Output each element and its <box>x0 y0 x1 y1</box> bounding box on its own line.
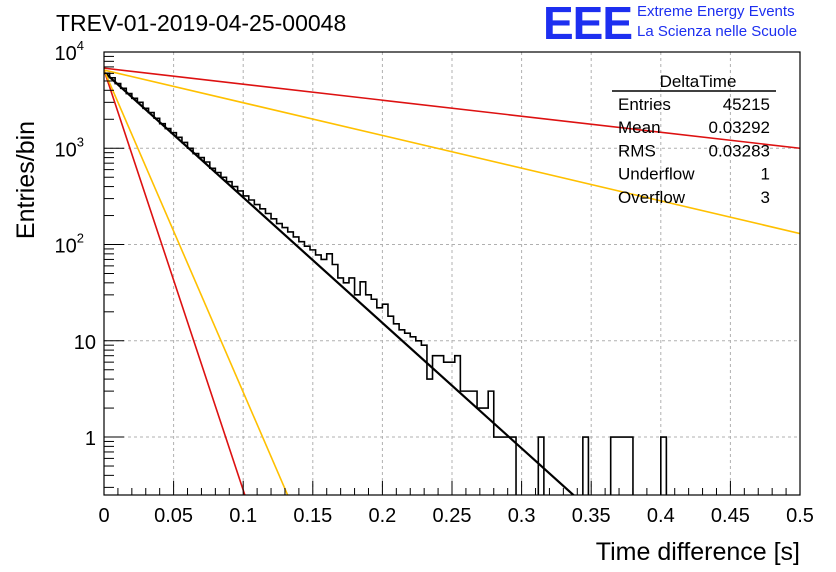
histogram-series <box>104 72 668 495</box>
plot-content <box>104 67 800 495</box>
x-tick-label: 0.3 <box>508 505 536 527</box>
eee-logo: EEE <box>543 0 633 49</box>
stats-value: 45215 <box>723 95 770 114</box>
x-tick-label: 0.15 <box>293 505 332 527</box>
stats-value: 0.03283 <box>709 141 770 160</box>
grid-lines <box>104 51 800 495</box>
x-axis-ticks: 0 0.05 0.1 0.15 0.2 0.25 0.3 0.35 0.4 0.45 0.5 <box>98 481 814 527</box>
stats-label: Entries <box>618 95 671 114</box>
org-name-line1: Extreme Energy Events <box>637 3 795 20</box>
fit-line <box>104 67 800 150</box>
y-tick-label: 102 <box>55 231 84 258</box>
x-tick-label: 0.35 <box>572 505 611 527</box>
stats-label: Mean <box>618 118 661 137</box>
chart-title: TREV-01-2019-04-25-00048 <box>56 10 347 36</box>
stats-value: 3 <box>761 188 770 207</box>
stats-box: DeltaTime Entries 45215 Mean 0.03292 RMS 0.032… <box>612 72 776 207</box>
org-name-line2: La Scienza nelle Scuole <box>637 23 798 40</box>
x-tick-label: 0.45 <box>711 505 750 527</box>
x-tick-label: 0.25 <box>433 505 472 527</box>
x-tick-label: 0.2 <box>368 505 396 527</box>
stats-label: RMS <box>618 141 656 160</box>
x-axis-label: Time difference [s] <box>596 538 800 566</box>
y-tick-label: 1 <box>85 428 96 450</box>
y-axis-ticks: 1 10 102 103 104 <box>55 38 124 488</box>
y-tick-label: 10 <box>74 332 96 354</box>
x-tick-label: 0.05 <box>154 505 193 527</box>
x-tick-label: 0.4 <box>647 505 675 527</box>
y-tick-label: 104 <box>55 38 84 65</box>
stats-value: 1 <box>761 165 770 184</box>
x-tick-label: 0 <box>98 505 109 527</box>
fit-line <box>104 69 246 495</box>
x-tick-label: 0.5 <box>786 505 814 527</box>
fit-line <box>104 69 289 495</box>
y-tick-label: 103 <box>55 134 84 161</box>
stats-title: DeltaTime <box>660 72 737 91</box>
fit-line <box>104 69 800 235</box>
x-tick-label: 0.1 <box>229 505 257 527</box>
stats-value: 0.03292 <box>709 118 770 137</box>
stats-label: Underflow <box>618 165 695 184</box>
stats-label: Overflow <box>618 188 686 207</box>
y-axis-label: Entries/bin <box>12 121 40 239</box>
